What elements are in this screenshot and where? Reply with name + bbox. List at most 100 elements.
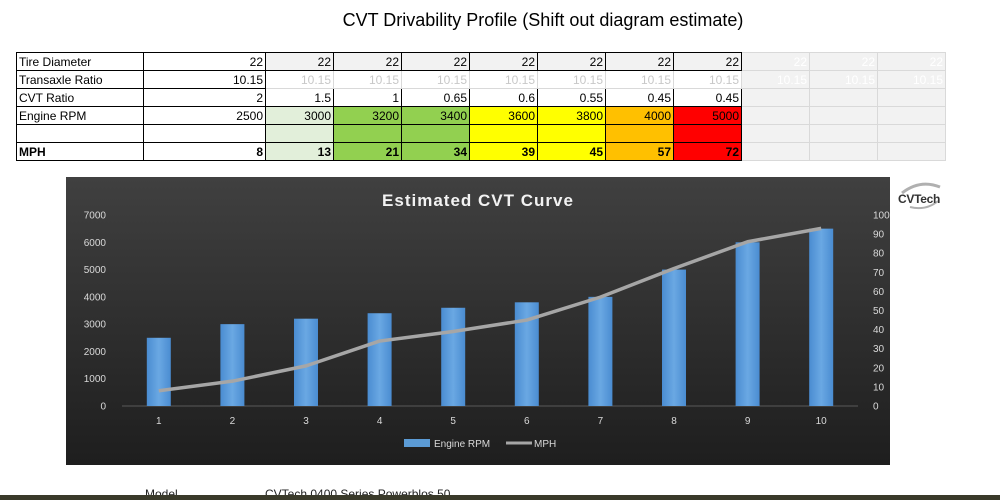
table-cell: 45 — [537, 142, 606, 161]
table-cell: 5000 — [673, 106, 742, 125]
table-cell — [741, 142, 810, 161]
y-tick-label: 5000 — [84, 265, 107, 276]
table-cell: 13 — [265, 142, 334, 161]
table-cell: 10.15 — [605, 70, 674, 89]
row-label: Transaxle Ratio — [16, 70, 144, 89]
table-cell: 10.15 — [877, 70, 946, 89]
table-cell — [809, 142, 878, 161]
table-cell: 22 — [809, 52, 878, 71]
chart-canvas: Estimated CVT Curve 01000200030004000500… — [66, 177, 890, 465]
table-cell — [741, 106, 810, 125]
rpm-bar — [809, 228, 834, 406]
table-cell: 0.6 — [469, 88, 538, 107]
table-cell — [877, 106, 946, 125]
y-tick-label: 6000 — [84, 238, 107, 249]
y2-tick-label: 80 — [873, 249, 885, 260]
table-cell: 22 — [877, 52, 946, 71]
y2-tick-label: 70 — [873, 268, 885, 279]
row-label: Engine RPM — [16, 106, 144, 125]
table-cell: 22 — [469, 52, 538, 71]
y2-tick-label: 90 — [873, 230, 885, 241]
logo-text: CVTech — [898, 192, 940, 206]
table-cell: 10.15 — [741, 70, 810, 89]
table-cell: 4000 — [605, 106, 674, 125]
rpm-bar — [441, 307, 466, 406]
row-label — [16, 124, 144, 143]
table-cell: 10.15 — [265, 70, 334, 89]
y2-tick-label: 50 — [873, 306, 885, 317]
table-cell — [143, 124, 266, 143]
table-cell — [469, 124, 538, 143]
table-cell: 39 — [469, 142, 538, 161]
table-row: Tire Diameter 22 22 22 22 22 22 22 22 22 22 22 — [16, 52, 946, 71]
table-cell — [877, 88, 946, 107]
row-label: Tire Diameter — [16, 52, 144, 71]
table-cell: 0.65 — [401, 88, 470, 107]
table-row: MPH 8 13 21 34 39 45 57 72 — [16, 142, 946, 161]
table-cell: 22 — [673, 52, 742, 71]
table-cell: 8 — [143, 142, 266, 161]
table-cell — [333, 124, 402, 143]
legend-label-mph: MPH — [534, 439, 556, 450]
table-cell: 22 — [741, 52, 810, 71]
chart-background — [66, 177, 890, 465]
y-tick-label: 2000 — [84, 347, 107, 358]
y2-tick-label: 40 — [873, 325, 885, 336]
table-row: CVT Ratio 2 1.5 1 0.65 0.6 0.55 0.45 0.45 — [16, 88, 946, 107]
table-cell: 10.15 — [401, 70, 470, 89]
page-title: CVT Drivability Profile (Shift out diagr… — [342, 10, 744, 30]
rpm-bar — [588, 296, 613, 406]
y2-tick-label: 10 — [873, 382, 885, 393]
x-tick-label: 2 — [230, 416, 236, 427]
x-tick-label: 4 — [377, 416, 383, 427]
x-tick-label: 6 — [524, 416, 530, 427]
table-cell: 0.45 — [605, 88, 674, 107]
cvt-curve-chart: Estimated CVT Curve 0 1000 2000 3000 4000 500… — [66, 177, 890, 465]
table-cell — [673, 124, 742, 143]
table-cell — [877, 142, 946, 161]
table-cell: 57 — [605, 142, 674, 161]
table-row: Transaxle Ratio 10.15 10.15 10.15 10.15 10.15… — [16, 70, 946, 89]
table-cell: 10.15 — [469, 70, 538, 89]
y2-tick-label: 30 — [873, 344, 885, 355]
table-cell: 72 — [673, 142, 742, 161]
x-tick-label: 3 — [303, 416, 309, 427]
footer-divider — [0, 495, 1000, 500]
mph-line — [158, 226, 822, 393]
rpm-bar — [146, 337, 171, 406]
table-cell: 34 — [401, 142, 470, 161]
table-cell — [605, 124, 674, 143]
table-cell — [401, 124, 470, 143]
table-cell — [265, 124, 334, 143]
y-tick-label: 0 — [100, 402, 106, 413]
table-cell: 10.15 — [333, 70, 402, 89]
table-cell — [809, 88, 878, 107]
table-cell — [809, 106, 878, 125]
legend-label-rpm: Engine RPM — [434, 439, 490, 450]
x-tick-label: 1 — [156, 416, 162, 427]
table-cell: 3400 — [401, 106, 470, 125]
legend-swatch-rpm — [404, 439, 430, 447]
rpm-bar — [735, 242, 760, 406]
y-tick-label: 7000 — [84, 211, 107, 222]
table-cell: 3600 — [469, 106, 538, 125]
cvtech-logo: CVTech — [896, 181, 946, 211]
table-cell: 10.15 — [537, 70, 606, 89]
table-row: Engine RPM 2500 3000 3200 3400 3600 3800 4000 50… — [16, 106, 946, 125]
x-tick-label: 8 — [671, 416, 677, 427]
drivability-table: Tire Diameter 22 22 22 22 22 22 22 22 22 22 22 Trans… — [16, 52, 946, 161]
table-cell: 22 — [143, 52, 266, 71]
table-cell — [877, 124, 946, 143]
row-label: CVT Ratio — [16, 88, 144, 107]
table-cell: 1 — [333, 88, 402, 107]
y-tick-label: 3000 — [84, 320, 107, 331]
y2-tick-label: 60 — [873, 287, 885, 298]
table-cell: 10.15 — [809, 70, 878, 89]
y-tick-label: 4000 — [84, 292, 107, 303]
rpm-bar — [662, 269, 686, 406]
table-cell: 10.15 — [143, 70, 266, 89]
chart-title: Estimated CVT Curve — [382, 191, 574, 210]
y2-tick-label: 100 — [873, 211, 890, 222]
x-tick-label: 10 — [816, 416, 828, 427]
table-cell: 3800 — [537, 106, 606, 125]
